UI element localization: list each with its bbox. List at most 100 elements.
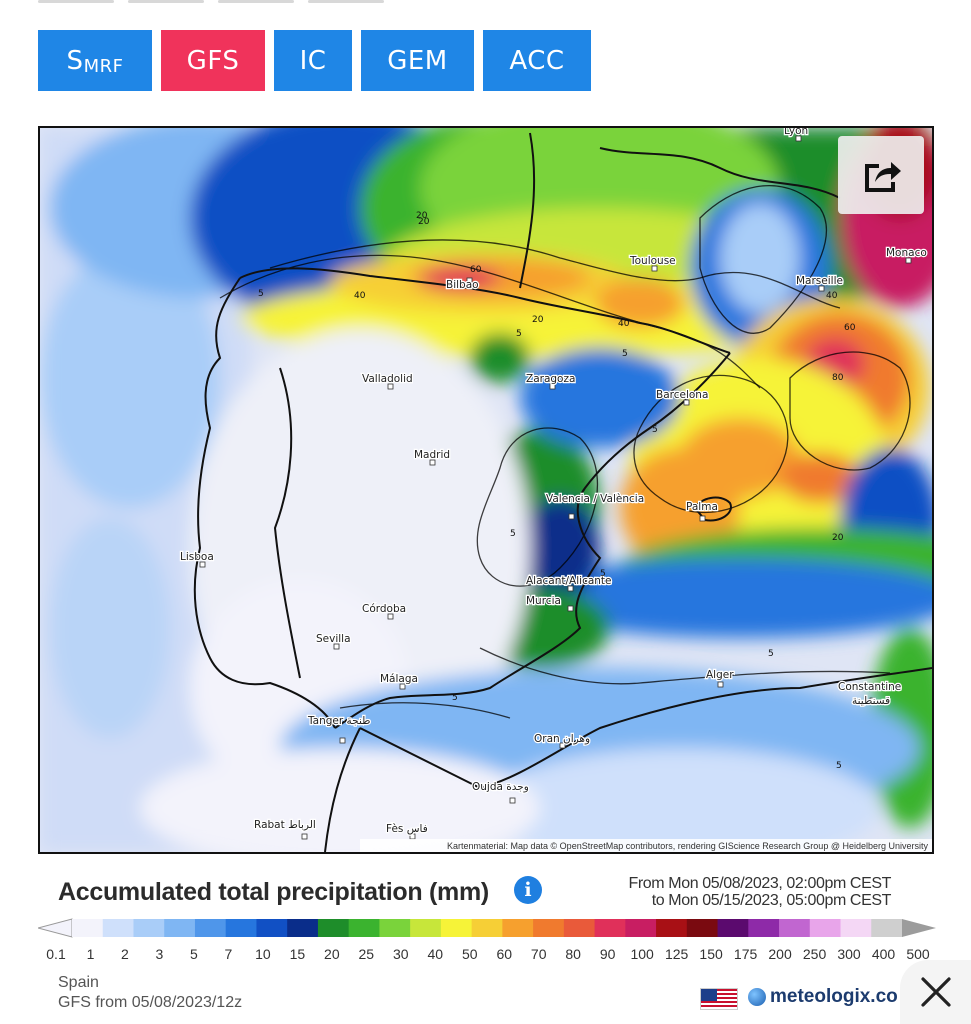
tab-label: GEM — [387, 45, 448, 76]
scale-label: 40 — [427, 946, 444, 962]
scale-swatch — [686, 919, 719, 937]
tab-gfs[interactable]: GFS — [161, 30, 265, 91]
brand-logo[interactable]: meteologix.co — [748, 986, 898, 1008]
city-palma: Palma — [686, 501, 718, 513]
scale-swatch — [102, 919, 134, 937]
top-tab[interactable] — [128, 0, 204, 3]
scale-swatch — [748, 919, 780, 937]
city-toulouse: Toulouse — [629, 255, 676, 267]
scale-swatch — [502, 919, 534, 937]
scale-swatch — [440, 919, 473, 937]
top-tabs-strip — [38, 0, 384, 3]
top-tab[interactable] — [38, 0, 114, 3]
contour-lines — [219, 184, 911, 719]
contour-label: 5 — [452, 693, 458, 703]
contour-label: 5 — [600, 569, 606, 579]
contour-label: 5 — [516, 329, 522, 339]
tab-gem[interactable]: GEM — [361, 30, 474, 91]
precipitation-map[interactable]: Lyon Toulouse Marseille Monaco Bilbao Va… — [38, 126, 934, 854]
scale-label: 3 — [155, 946, 164, 962]
scale-label: 7 — [224, 946, 233, 962]
contour-label: 40 — [618, 319, 630, 329]
scale-swatch — [779, 919, 811, 937]
city-labels: Lyon Toulouse Marseille Monaco Bilbao Va… — [179, 128, 928, 836]
brand-name: meteologix.co — [770, 986, 898, 1007]
date-to: to Mon 05/15/2023, 05:00pm CEST — [651, 892, 892, 909]
scale-label: 60 — [496, 946, 513, 962]
contour-label: 40 — [354, 291, 366, 301]
date-from: From Mon 05/08/2023, 02:00pm CEST — [628, 875, 892, 892]
model-run-label: GFS from 05/08/2023/12z — [58, 994, 243, 1011]
close-icon — [920, 977, 951, 1007]
scale-label: 30 — [393, 946, 409, 962]
scale-label: 125 — [664, 946, 689, 962]
tab-ic[interactable]: IC — [274, 30, 352, 91]
city-tanger: Tanger طنجة — [307, 715, 370, 727]
scale-swatch — [287, 919, 319, 937]
scale-label: 400 — [871, 946, 896, 962]
us-flag-icon[interactable] — [700, 988, 738, 1010]
scale-swatch — [871, 919, 903, 937]
scale-label: 175 — [733, 946, 758, 962]
tab-label: ACC — [509, 45, 565, 76]
contour-label: 20 — [416, 211, 428, 221]
city-valladolid: Valladolid — [362, 373, 413, 385]
contour-label: 20 — [532, 315, 544, 325]
region-label: Spain — [58, 974, 99, 991]
scale-swatch — [533, 919, 565, 937]
contour-label: 20 — [418, 217, 430, 227]
city-marseille: Marseille — [796, 275, 843, 287]
scale-swatch — [410, 919, 442, 937]
scale-label: 20 — [324, 946, 340, 962]
contour-label: 5 — [836, 761, 842, 771]
scale-swatch — [256, 919, 288, 937]
city-markers — [199, 135, 912, 840]
city-oujda: Oujda وجدة — [472, 781, 529, 793]
contour-label: 20 — [832, 533, 844, 543]
contour-label: 5 — [768, 649, 774, 659]
city-rabat: Rabat الرباط — [254, 819, 316, 831]
top-tab[interactable] — [218, 0, 294, 3]
contour-label: 60 — [470, 265, 482, 275]
scale-swatch — [379, 919, 411, 937]
scale-swatch — [133, 919, 165, 937]
share-button[interactable] — [838, 136, 924, 214]
scale-label: 80 — [565, 946, 581, 962]
scale-label: 50 — [461, 946, 478, 962]
tab-label: S — [66, 45, 84, 76]
scale-swatch — [625, 919, 657, 937]
city-bilbao: Bilbao — [446, 279, 479, 291]
share-icon — [865, 162, 901, 192]
city-murcia: Murcia — [526, 595, 561, 607]
tab-acc[interactable]: ACC — [483, 30, 591, 91]
date-range: From Mon 05/08/2023, 02:00pm CEST to Mon… — [629, 875, 892, 909]
info-icon[interactable]: i — [514, 876, 542, 904]
city-oran: Oran وهران — [534, 733, 590, 745]
scale-label: 25 — [358, 946, 375, 962]
tab-sublabel: MRF — [83, 56, 124, 77]
scale-label: 15 — [289, 946, 306, 962]
contour-label: 5 — [258, 289, 264, 299]
close-button[interactable] — [900, 960, 971, 1024]
tab-smrf[interactable]: S MRF — [38, 30, 152, 91]
scale-label: 90 — [599, 946, 616, 962]
scale-swatch — [348, 919, 380, 937]
scale-swatch — [471, 919, 503, 937]
coastlines — [193, 132, 932, 852]
scale-swatch — [563, 919, 596, 937]
top-tab[interactable] — [308, 0, 384, 3]
city-zaragoza: Zaragoza — [526, 373, 575, 385]
tab-label: IC — [299, 45, 327, 76]
city-valencia: Valencia / València — [546, 493, 644, 505]
scale-swatch — [317, 919, 350, 937]
scale-swatch — [717, 919, 749, 937]
legend-title: Accumulated total precipitation (mm) — [58, 878, 489, 906]
globe-icon — [748, 988, 766, 1006]
city-lyon: Lyon — [784, 128, 808, 137]
contour-label: 5 — [652, 425, 658, 435]
precip-field — [40, 128, 932, 852]
scale-swatch — [225, 919, 257, 937]
contour-label: 5 — [622, 349, 628, 359]
city-barcelona: Barcelona — [656, 389, 708, 401]
scale-label: 5 — [190, 946, 198, 962]
